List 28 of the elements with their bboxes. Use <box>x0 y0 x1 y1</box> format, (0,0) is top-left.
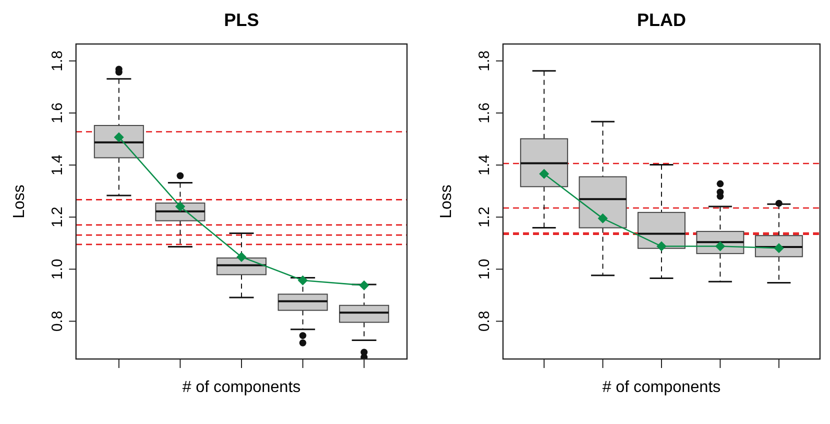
y-axis-title: Loss <box>11 184 28 218</box>
y-tick-label: 1.6 <box>49 102 66 124</box>
point <box>298 275 308 286</box>
y-tick-label: 1.2 <box>49 206 66 228</box>
point <box>359 280 370 290</box>
point <box>774 243 784 254</box>
y-tick-label: 1.0 <box>49 258 66 280</box>
point <box>175 201 186 212</box>
y-tick-label: 0.8 <box>49 310 66 332</box>
point <box>539 168 550 179</box>
y-tick-label: 1.8 <box>49 50 66 72</box>
y-tick-label: 1.4 <box>476 154 493 176</box>
x-axis-title: # of components <box>602 379 721 396</box>
y-tick-label: 1.4 <box>49 154 66 176</box>
point <box>114 132 124 142</box>
x-axis-title: # of components <box>182 379 301 396</box>
y-tick-label: 1.8 <box>476 50 493 72</box>
y-tick-label: 1.0 <box>476 258 493 280</box>
point <box>656 241 666 252</box>
point <box>598 213 608 224</box>
y-tick-label: 0.8 <box>476 310 493 332</box>
y-tick-label: 1.2 <box>476 206 493 228</box>
y-axis-title: Loss <box>438 184 455 218</box>
chart-title: PLS <box>224 10 260 30</box>
point <box>715 241 726 252</box>
point <box>236 252 246 262</box>
y-tick-label: 1.6 <box>476 102 493 124</box>
chart-title: PLAD <box>637 10 686 30</box>
